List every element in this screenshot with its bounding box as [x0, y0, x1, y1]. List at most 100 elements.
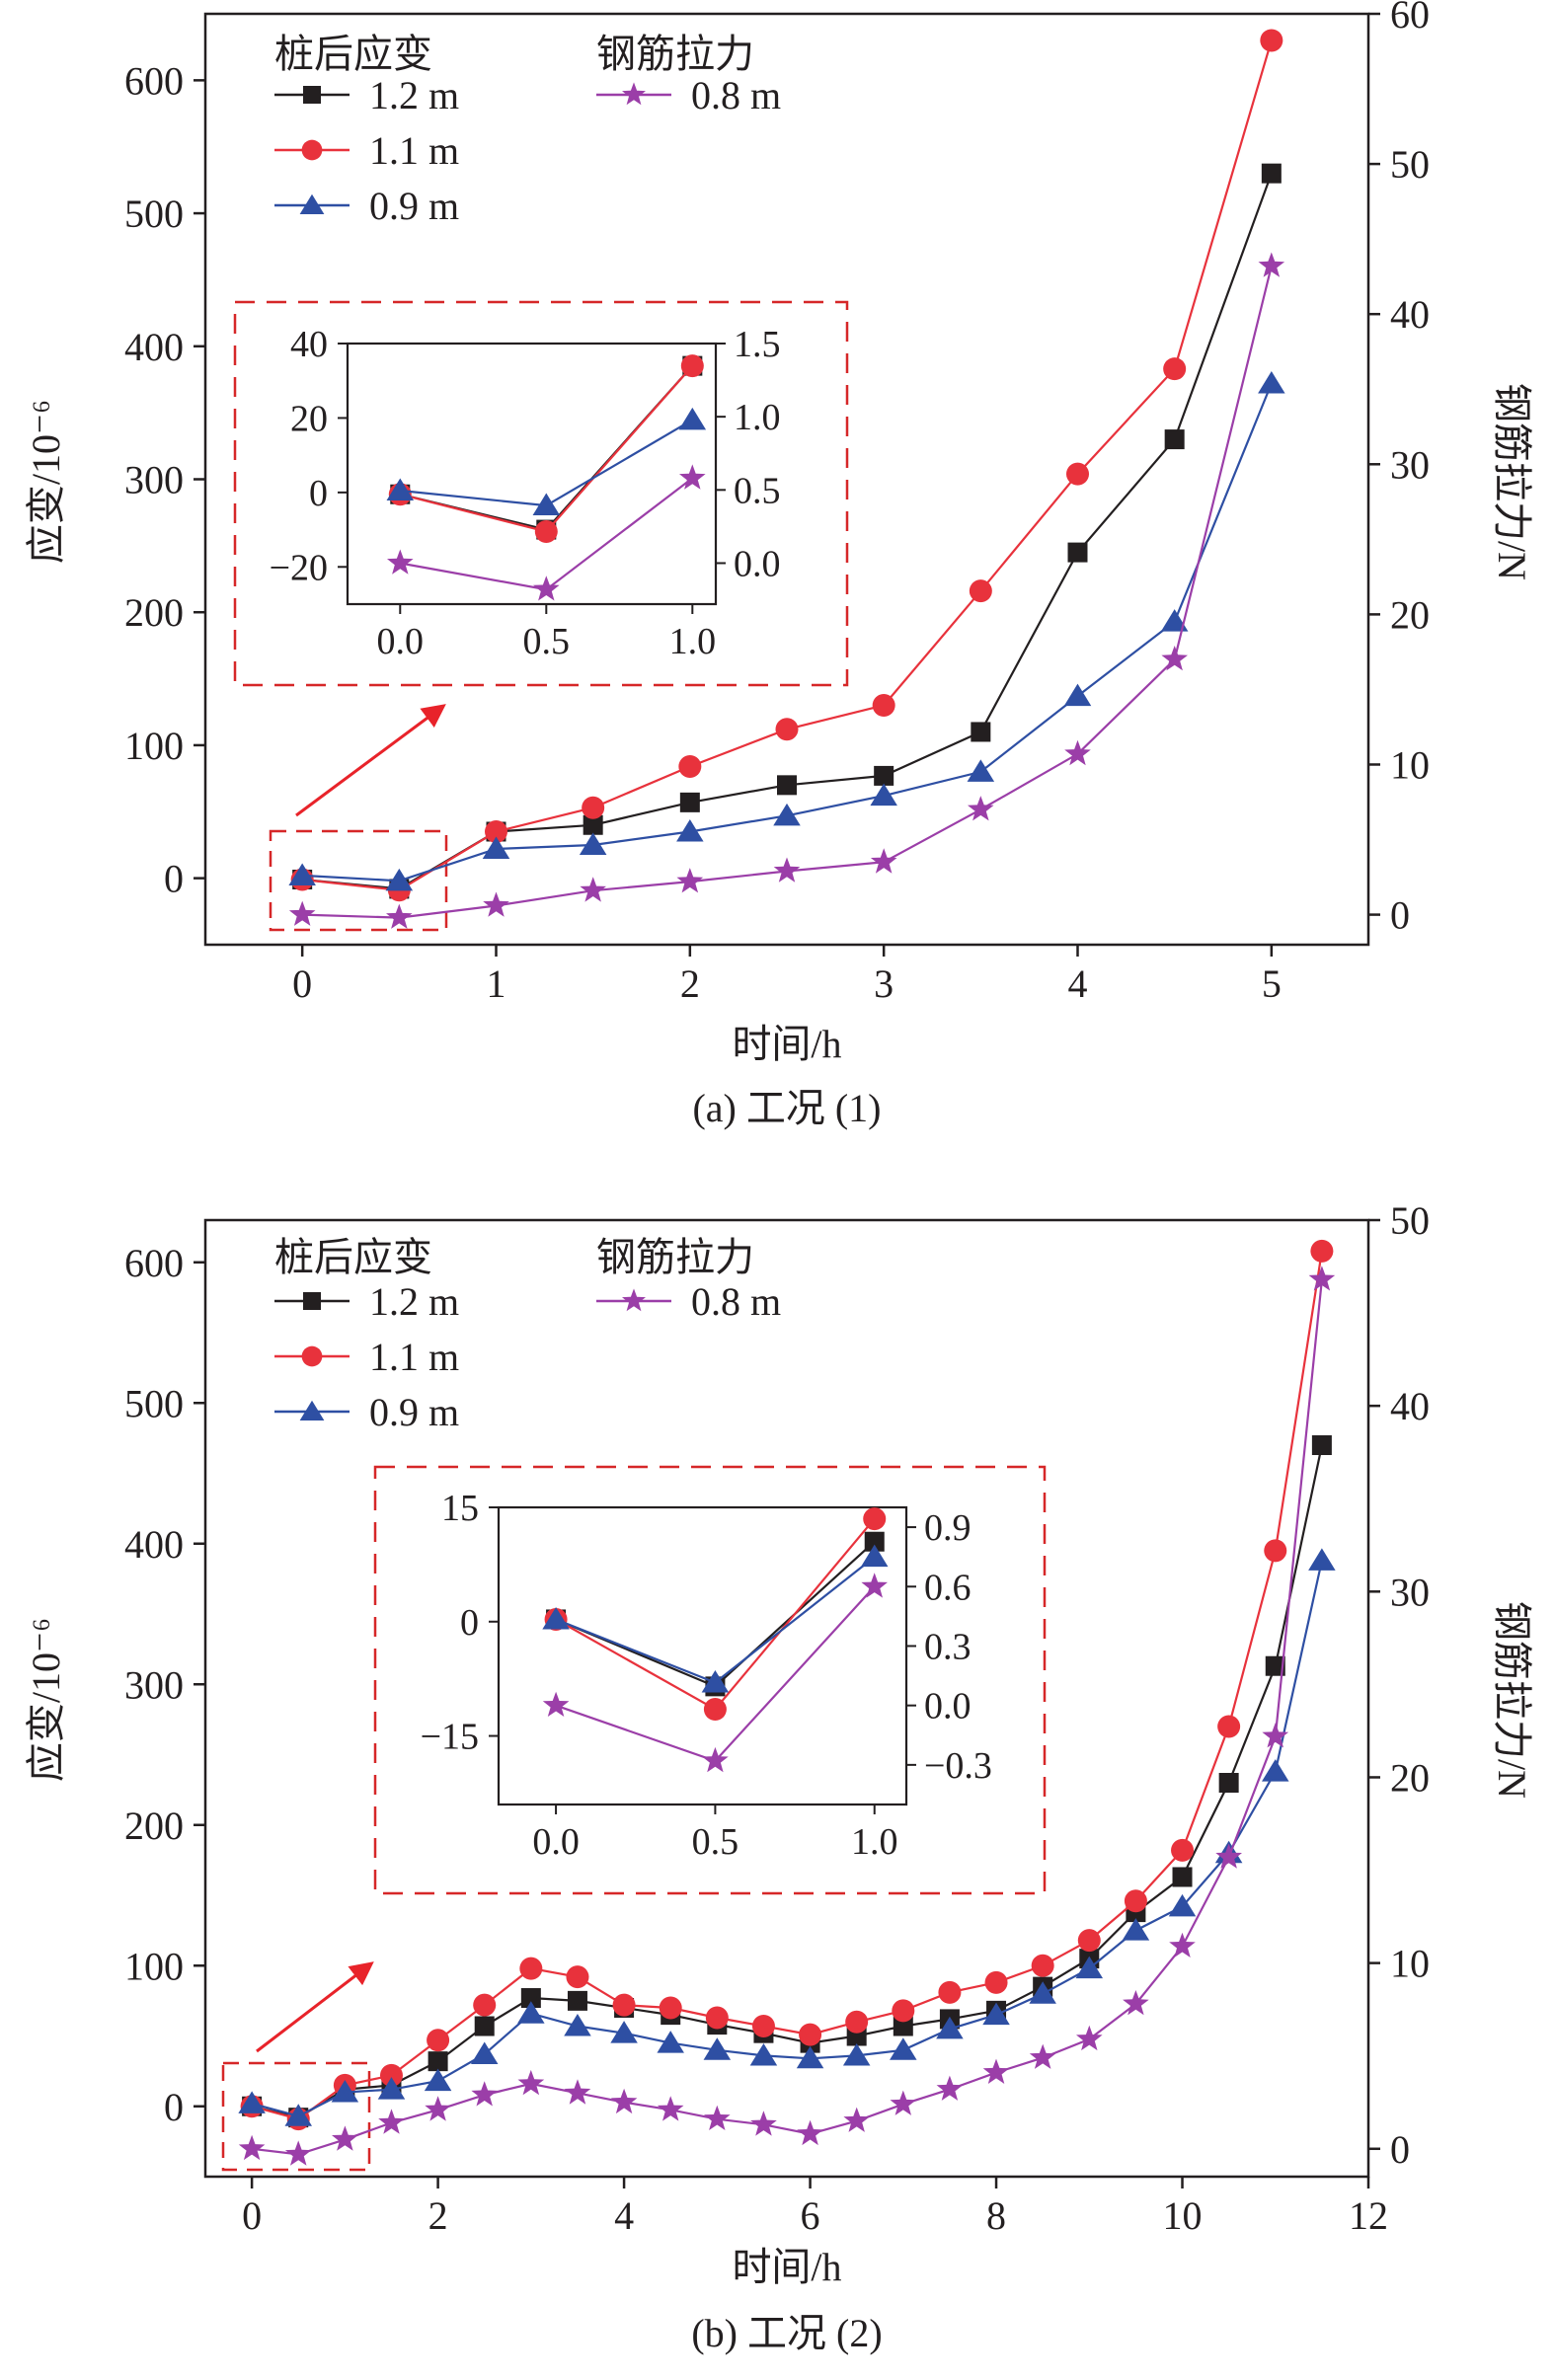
inset-data-point [678, 407, 707, 430]
y-left-tick-label: 500 [124, 1381, 184, 1425]
y-right-tick-label: 10 [1390, 1942, 1430, 1986]
data-point [1169, 1932, 1196, 1958]
y-left-tick-label: 0 [164, 2085, 184, 2129]
x-tick-label: 10 [1163, 2193, 1203, 2238]
data-point [1164, 429, 1185, 450]
inset-y-right-tick-label: 0.0 [924, 1686, 972, 1727]
data-point [517, 2069, 545, 2096]
inset-frame [233, 300, 849, 687]
zoom-dashed-box [269, 829, 448, 932]
data-point [1076, 2025, 1103, 2051]
legend-swatch-marker [301, 139, 323, 161]
inset-series-line [400, 419, 693, 507]
data-point [519, 1957, 543, 1980]
data-point [517, 2001, 545, 2024]
data-point [332, 2125, 358, 2151]
data-point [982, 2058, 1010, 2084]
data-point [971, 722, 991, 742]
data-point [969, 579, 992, 603]
inset-data-point [703, 1698, 727, 1722]
inset-data-point [861, 1573, 888, 1598]
data-point [659, 1996, 682, 2020]
legend-swatch-marker [622, 82, 646, 106]
data-point [1077, 1929, 1101, 1953]
inset-y-left-tick-label: −15 [421, 1717, 479, 1758]
data-point [890, 2037, 917, 2060]
x-tick-label: 4 [614, 2193, 634, 2238]
data-point [938, 1980, 962, 2004]
data-point [238, 2091, 266, 2113]
data-point [936, 2016, 964, 2039]
inset-plot-frame [346, 342, 718, 606]
inset-data-point [860, 1544, 889, 1568]
inset-plot-frame [497, 1505, 908, 1806]
data-point [288, 900, 316, 926]
plot-frame [203, 1218, 1370, 2179]
data-point [566, 1965, 589, 1989]
y-right-tick-label: 60 [1390, 0, 1430, 37]
data-point [1067, 542, 1088, 563]
legend-swatch-marker [301, 1345, 323, 1367]
data-point [799, 2023, 822, 2046]
y-right-tick-label: 30 [1390, 442, 1430, 487]
series-line [251, 1251, 1323, 2120]
inset-series [386, 354, 707, 601]
inset-y-right-tick-label: 0.9 [924, 1507, 972, 1549]
inset-data-point [387, 549, 414, 575]
inset-y-right-tick-label: 0.6 [924, 1567, 972, 1608]
data-point [1168, 1893, 1197, 1917]
data-point [1124, 1889, 1147, 1913]
legend: 桩后应变 钢筋拉力 1.2 m 1.1 m 0.9 m 0.8 m [274, 32, 781, 228]
y-right-tick-label: 20 [1390, 592, 1430, 637]
series-line [251, 1560, 1323, 2117]
inset-data-point [542, 1691, 570, 1717]
data-point [386, 903, 413, 929]
inset-y-left-tick-label: 0 [309, 473, 328, 514]
x-tick-label: 8 [986, 2193, 1006, 2238]
data-point [288, 863, 316, 885]
data-point [1262, 1759, 1289, 1782]
inset-dashed-frame [373, 1465, 1047, 1895]
data-point [892, 1999, 915, 2023]
data-point [1258, 252, 1285, 277]
data-point [796, 2045, 824, 2069]
data-point [750, 2111, 777, 2136]
y-right-tick-label: 20 [1390, 1755, 1430, 1800]
inset-y-left-tick-label: 20 [290, 398, 328, 439]
data-point [1075, 1956, 1104, 1979]
data-point [1310, 1239, 1334, 1263]
data-point [610, 2088, 638, 2114]
data-point [1262, 1723, 1289, 1748]
inset-data-point [864, 1531, 885, 1552]
data-point [874, 765, 894, 786]
inset-data-point [702, 1746, 729, 1773]
y-left-tick-label: 400 [124, 1522, 184, 1567]
legend-label: 0.8 m [691, 1279, 781, 1324]
panel-caption: (b) 工况 (2) [691, 2311, 882, 2355]
data-point [1029, 1981, 1056, 2004]
zoom-arrow-line [256, 1961, 374, 2053]
y-right-tick-label: 50 [1390, 142, 1430, 187]
series-line [251, 1444, 1323, 2119]
y-left-tick-label: 400 [124, 325, 184, 369]
legend-label: 1.2 m [369, 73, 459, 117]
y-right-tick-label: 0 [1390, 893, 1410, 938]
data-point [377, 2077, 406, 2100]
y-left-tick-label: 200 [124, 590, 184, 635]
data-point [1029, 2043, 1056, 2069]
data-point [1064, 739, 1091, 766]
y-right-tick-label: 50 [1390, 1198, 1430, 1243]
data-point [378, 2109, 405, 2134]
data-point [582, 796, 605, 819]
legend-label: 1.1 m [369, 128, 459, 173]
x-tick-label: 2 [680, 961, 700, 1006]
data-point [967, 759, 995, 782]
data-point [1265, 1655, 1285, 1676]
data-point [678, 754, 702, 778]
zoom-arrow [295, 704, 446, 817]
inset-y-left-tick-label: −20 [270, 547, 328, 588]
y-left-tick-label: 300 [124, 458, 184, 502]
x-tick-label: 0 [292, 961, 312, 1006]
right-axis-label: 钢筋拉力/N [1490, 1601, 1534, 1799]
data-point [425, 2096, 451, 2121]
